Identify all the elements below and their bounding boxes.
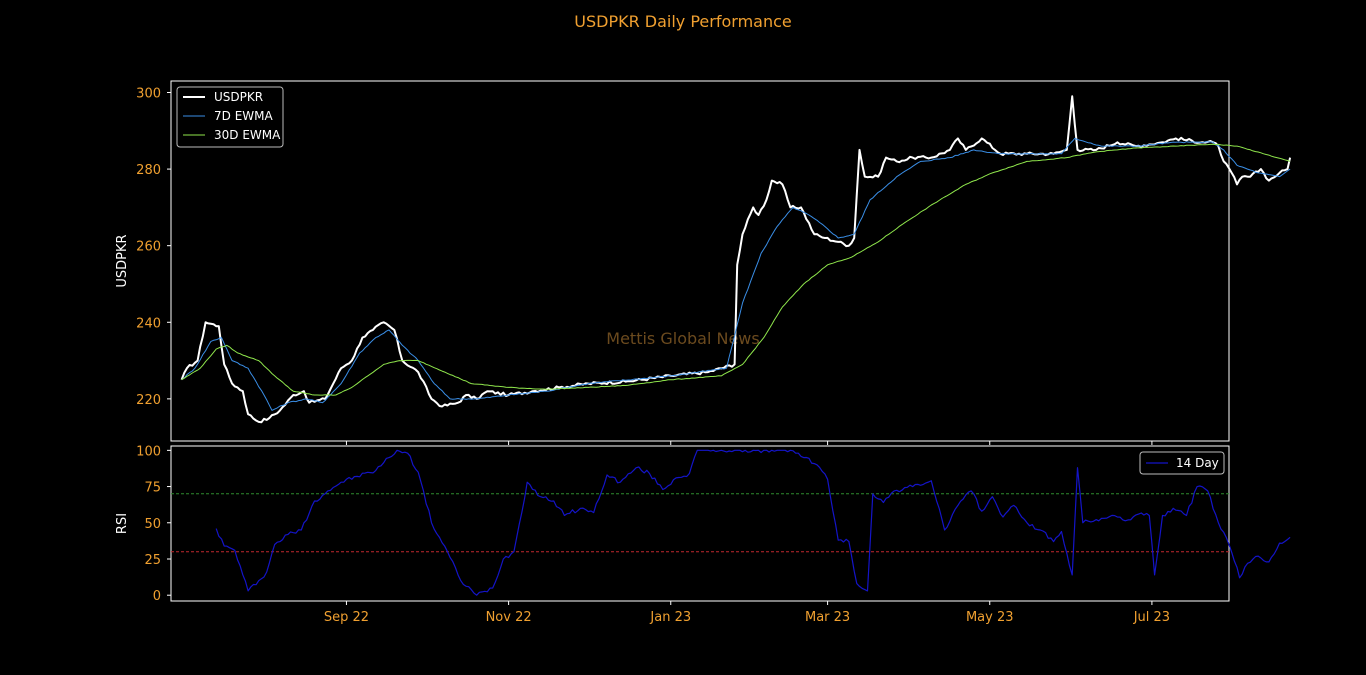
legend-label: 14 Day [1176, 456, 1219, 470]
xtick-label: Jan 23 [649, 610, 691, 625]
chart-title: USDPKR Daily Performance [574, 12, 792, 31]
rsi-ytick-label: 75 [144, 481, 161, 496]
rsi-ylabel: RSI [115, 513, 130, 534]
series-30d-ewma [181, 143, 1291, 396]
rsi-ytick-label: 100 [136, 444, 161, 459]
price-ytick-label: 220 [136, 393, 161, 408]
xtick-label: Nov 22 [486, 610, 532, 625]
price-ytick-label: 300 [136, 86, 161, 101]
xtick-label: May 23 [966, 610, 1014, 625]
rsi-legend [1139, 451, 1225, 475]
price-ylabel: USDPKR [115, 234, 130, 287]
watermark: Mettis Global News [606, 329, 759, 348]
price-legend [176, 86, 284, 148]
rsi-ytick-label: 25 [144, 553, 161, 568]
series-rsi-14-day [215, 449, 1291, 596]
price-axes-frame [170, 80, 1230, 442]
rsi-ytick-label: 50 [144, 517, 161, 532]
price-ytick-label: 280 [136, 163, 161, 178]
price-ytick-label: 240 [136, 316, 161, 331]
xtick-label: Jul 23 [1133, 610, 1170, 625]
xtick-label: Sep 22 [324, 610, 369, 625]
xtick-label: Mar 23 [805, 610, 850, 625]
legend-label: 30D EWMA [214, 128, 281, 142]
series-7d-ewma [181, 137, 1291, 411]
rsi-ytick-label: 0 [153, 589, 161, 604]
price-ytick-label: 260 [136, 240, 161, 255]
series-usdpkr [180, 95, 1292, 424]
rsi-axes-frame [170, 445, 1230, 602]
legend-label: 7D EWMA [214, 109, 273, 123]
legend-label: USDPKR [214, 90, 263, 104]
